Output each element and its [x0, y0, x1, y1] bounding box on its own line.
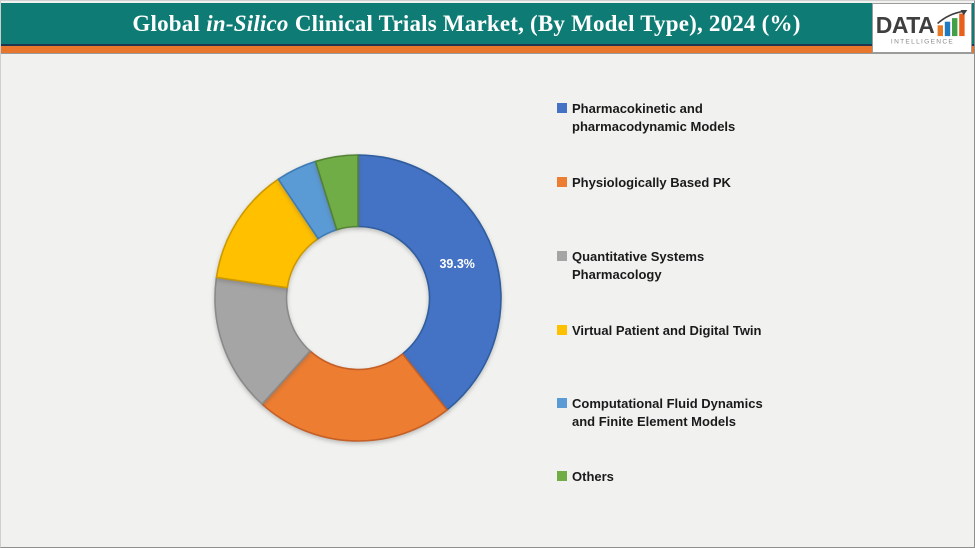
legend-label: Computational Fluid Dynamics and Finite … — [572, 396, 763, 429]
legend-item-0: Pharmacokinetic and pharmacodynamic Mode… — [557, 100, 735, 135]
header-bar: Global in-Silico Clinical Trials Market,… — [1, 3, 974, 44]
donut-slice-5 — [314, 154, 359, 231]
legend-item-5: Others — [557, 468, 614, 486]
donut-chart: 39.3% — [214, 154, 502, 442]
brand-logo: DATA INTELLIGENCE — [872, 3, 972, 53]
chart-title-suffix: Clinical Trials Market, (By Model Type),… — [294, 10, 801, 36]
legend-item-1: Physiologically Based PK — [557, 174, 731, 192]
legend-item-2: Quantitative Systems Pharmacology — [557, 248, 704, 283]
legend-label: Quantitative Systems Pharmacology — [572, 249, 705, 282]
header-divider-gray — [1, 53, 974, 54]
legend-marker-icon — [557, 398, 567, 408]
legend-label: Others — [572, 469, 614, 484]
legend-label: Physiologically Based PK — [572, 175, 731, 190]
slice-value-label: 39.3% — [439, 257, 474, 271]
logo-subtitle: INTELLIGENCE — [890, 37, 954, 45]
header-divider-orange — [1, 46, 974, 53]
brand-logo-top: DATA — [875, 9, 968, 38]
legend-marker-icon — [557, 251, 567, 261]
legend-marker-icon — [557, 325, 567, 335]
legend-marker-icon — [557, 103, 567, 113]
chart-title-prefix: Global — [132, 10, 201, 36]
chart-title-italic: in-Silico — [206, 10, 289, 36]
legend-item-3: Virtual Patient and Digital Twin — [557, 322, 761, 340]
legend-item-4: Computational Fluid Dynamics and Finite … — [557, 395, 763, 430]
donut-slice-0 — [357, 154, 502, 411]
chart-title: Global in-Silico Clinical Trials Market,… — [132, 11, 800, 37]
header-divider-navy — [1, 44, 974, 46]
legend-marker-icon — [557, 177, 567, 187]
legend-marker-icon — [557, 471, 567, 481]
donut-slice-1 — [261, 350, 448, 442]
bar-chart-logo-icon — [937, 9, 968, 36]
donut-slice-2 — [214, 276, 311, 405]
legend-label: Pharmacokinetic and pharmacodynamic Mode… — [572, 101, 736, 134]
logo-wordmark: DATA — [875, 11, 935, 38]
legend-label: Virtual Patient and Digital Twin — [572, 323, 762, 338]
